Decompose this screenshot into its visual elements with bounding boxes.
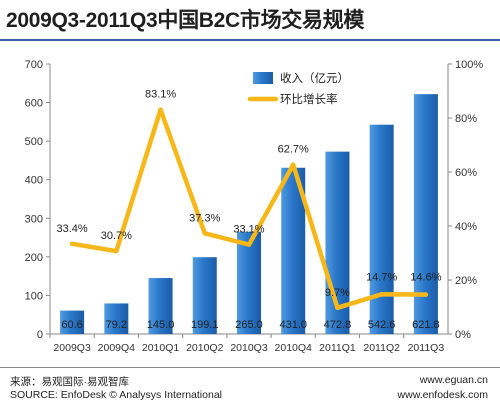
bar-value-label: 60.6 (61, 319, 82, 331)
bar (148, 278, 173, 334)
footer-divider (0, 367, 500, 368)
source-cn: 来源：易观国际·易观智库 (10, 376, 129, 388)
growth-value-label: 83.1% (145, 89, 176, 101)
bar-value-label: 265.0 (235, 319, 263, 331)
url-eguan: www.eguan.cn (419, 374, 488, 386)
growth-value-label: 33.4% (57, 223, 88, 235)
growth-point (202, 231, 207, 236)
x-axis-tick-label: 2010Q4 (275, 342, 313, 354)
left-axis-tick-label: 100 (25, 290, 43, 302)
bar (413, 94, 438, 334)
right-axis-tick-label: 80% (455, 113, 477, 125)
growth-point (379, 292, 384, 297)
left-axis-tick-label: 0 (37, 329, 43, 341)
growth-point (291, 162, 296, 167)
left-axis-tick-label: 200 (25, 252, 43, 264)
growth-value-label: 37.3% (189, 212, 220, 224)
left-axis-tick-label: 600 (25, 98, 43, 110)
bar-value-label: 542.6 (368, 319, 396, 331)
bar (104, 303, 129, 334)
x-axis-tick-label: 2011Q1 (319, 342, 356, 354)
growth-value-label: 62.7% (278, 144, 309, 156)
x-axis-tick-label: 2010Q1 (142, 342, 180, 354)
x-axis-tick-label: 2011Q2 (363, 342, 400, 354)
growth-value-label: 30.7% (101, 230, 132, 242)
url-enfodesk: www.enfodesk.com (397, 389, 488, 401)
bar (237, 231, 261, 334)
legend-bar-label: 收入（亿元） (280, 71, 349, 85)
growth-value-label: 33.1% (233, 224, 264, 236)
title-divider (0, 39, 500, 41)
legend-line-label: 环比增长率 (280, 92, 338, 106)
bar-value-label: 621.8 (412, 319, 440, 331)
x-axis-tick-label: 2010Q2 (186, 342, 224, 354)
right-axis-tick-label: 60% (455, 167, 477, 179)
left-axis-tick-label: 700 (25, 59, 43, 71)
bar-value-label: 79.2 (106, 319, 127, 331)
bar (192, 257, 217, 334)
x-axis-tick-label: 2009Q3 (53, 342, 91, 354)
growth-value-label: 9.7% (325, 287, 350, 299)
bar-value-label: 431.0 (279, 319, 307, 331)
bar-value-label: 145.0 (147, 319, 175, 331)
x-axis-tick-label: 2011Q3 (408, 342, 445, 354)
growth-point (246, 242, 252, 247)
x-axis-tick-label: 2009Q4 (98, 342, 136, 354)
growth-point (69, 241, 75, 247)
source-en: SOURCE: EnfoDesk © Analysys Internationa… (10, 389, 222, 401)
growth-point (335, 305, 340, 311)
bar-value-label: 199.1 (191, 319, 219, 331)
left-axis-tick-label: 500 (25, 136, 43, 148)
bar-value-label: 472.8 (324, 319, 352, 331)
chart-title: 2009Q3-2011Q3中国B2C市场交易规模 (6, 9, 365, 32)
right-axis-tick-label: 100% (455, 59, 483, 71)
left-axis-tick-label: 300 (25, 213, 43, 225)
growth-value-label: 14.7% (366, 271, 397, 283)
x-axis-tick-label: 2010Q3 (230, 342, 268, 354)
growth-point (158, 107, 163, 112)
growth-point (423, 292, 429, 297)
bar (369, 124, 394, 334)
legend-bar-swatch (253, 72, 273, 84)
bar (60, 310, 85, 334)
right-axis-tick-label: 0% (455, 329, 471, 341)
right-axis-tick-label: 20% (455, 275, 477, 287)
growth-value-label: 14.6% (410, 272, 441, 284)
growth-point (114, 248, 119, 254)
right-axis-tick-label: 40% (455, 221, 477, 233)
left-axis-tick-label: 400 (25, 175, 43, 187)
